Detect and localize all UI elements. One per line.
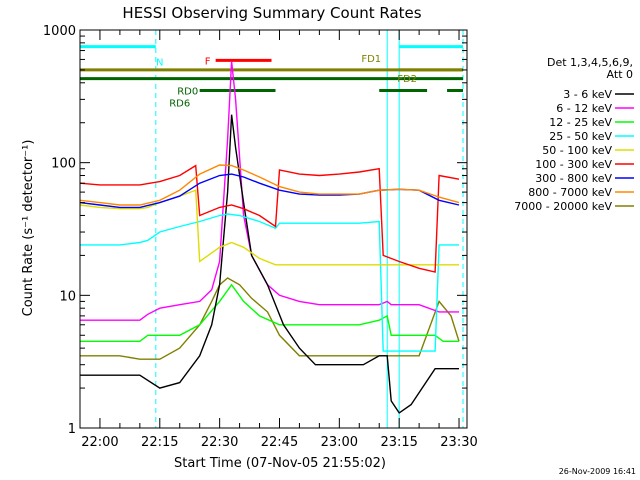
- series-line-4: [79, 189, 459, 266]
- x-tick-label: 23:15: [380, 435, 417, 450]
- y-tick-label: 1: [68, 422, 76, 437]
- annotation-label-7: RD6: [169, 98, 190, 109]
- chart-title: HESSI Observing Summary Count Rates: [122, 4, 421, 22]
- series-line-1: [80, 61, 459, 321]
- y-axis-label: Count Rate (s⁻¹ detector⁻¹): [21, 140, 36, 317]
- series-line-0: [80, 114, 459, 414]
- x-tick-label: 23:00: [321, 435, 358, 450]
- legend-label: 800 - 7000 keV: [528, 186, 612, 199]
- y-tick-label: 100: [51, 157, 76, 172]
- legend-label: 50 - 100 keV: [542, 144, 612, 157]
- series-line-8: [80, 277, 460, 360]
- series-line-2: [80, 283, 459, 342]
- x-tick-label: 23:30: [440, 435, 477, 450]
- plot-frame: [79, 29, 468, 429]
- annotation-label-5: RD0: [177, 87, 198, 98]
- series-line-3: [80, 213, 459, 352]
- series-line-7: [79, 164, 460, 206]
- legend-header: Det 1,3,4,5,6,9,: [547, 56, 633, 69]
- x-tick-label: 22:30: [201, 435, 238, 450]
- legend-label: 6 - 12 keV: [556, 102, 612, 115]
- timestamp: 26-Nov-2009 16:41: [559, 467, 636, 476]
- annotation-label-2: F: [205, 56, 211, 67]
- annotation-label-0: N: [156, 58, 163, 69]
- annotation-label-4: FD2: [397, 74, 417, 85]
- x-tick-label: 22:15: [141, 435, 178, 450]
- legend-label: 7000 - 20000 keV: [514, 200, 612, 213]
- y-tick-label: 10: [59, 289, 76, 304]
- series-line-5: [79, 164, 460, 273]
- legend-label: 12 - 25 keV: [549, 116, 612, 129]
- x-tick-label: 22:00: [81, 435, 118, 450]
- annotation-label-3: FD1: [361, 54, 381, 65]
- legend-label: 25 - 50 keV: [549, 130, 612, 143]
- legend-label: 100 - 300 keV: [535, 158, 612, 171]
- legend-header: Att 0: [607, 68, 633, 81]
- x-tick-label: 22:45: [261, 435, 298, 450]
- legend-label: 300 - 800 keV: [535, 172, 612, 185]
- x-axis-label: Start Time (07-Nov-05 21:55:02): [174, 456, 386, 471]
- y-tick-label: 1000: [43, 24, 76, 39]
- legend-label: 3 - 6 keV: [563, 88, 612, 101]
